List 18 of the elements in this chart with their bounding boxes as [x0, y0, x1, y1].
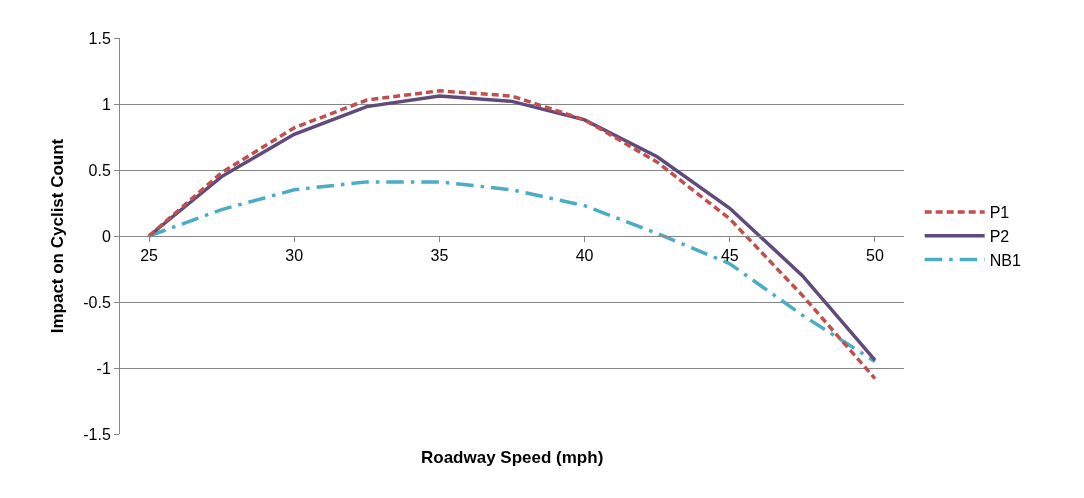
- legend-label: NB1: [989, 251, 1021, 269]
- x-tick-label: 50: [866, 247, 884, 265]
- y-tick-label: 0: [101, 227, 111, 245]
- x-axis-title: Roadway Speed (mph): [421, 448, 604, 467]
- legend-label: P1: [989, 204, 1010, 222]
- y-tick-label: 0.5: [88, 161, 111, 179]
- x-tick-label: 45: [720, 247, 739, 265]
- y-axis-title: Impact on Cyclist Count: [47, 138, 67, 334]
- x-tick-label: 35: [430, 247, 449, 265]
- y-tick-label: -1: [96, 359, 111, 377]
- legend-label: P2: [989, 227, 1010, 245]
- x-tick-label: 30: [285, 247, 304, 265]
- y-tick-label: -0.5: [83, 293, 111, 311]
- x-tick-label: 25: [140, 247, 159, 265]
- y-tick-label: 1.5: [88, 29, 111, 47]
- y-tick-label: -1.5: [83, 425, 111, 443]
- x-tick-label: 40: [575, 247, 594, 265]
- y-tick-label: 1: [101, 95, 111, 113]
